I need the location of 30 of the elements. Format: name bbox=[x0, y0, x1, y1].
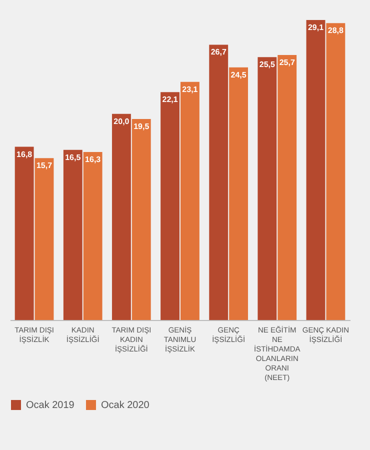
data-label: 24,5 bbox=[230, 70, 247, 80]
bar bbox=[326, 23, 346, 320]
bar bbox=[132, 118, 151, 320]
bar bbox=[306, 20, 326, 320]
data-label: 25,5 bbox=[259, 60, 276, 70]
data-label: 26,7 bbox=[210, 48, 227, 57]
bar bbox=[278, 55, 297, 320]
bar bbox=[83, 152, 102, 320]
data-label: 28,8 bbox=[328, 26, 344, 36]
bar bbox=[63, 150, 82, 320]
bar bbox=[14, 146, 34, 320]
legend-label: Ocak 2020 bbox=[101, 400, 150, 411]
bar bbox=[34, 158, 54, 320]
data-label: 23,1 bbox=[182, 84, 198, 94]
data-label: 15,7 bbox=[36, 161, 53, 170]
bar bbox=[160, 92, 180, 320]
legend-label: Ocak 2019 bbox=[26, 400, 75, 411]
data-label: 16,8 bbox=[16, 150, 33, 159]
bar bbox=[258, 57, 277, 320]
data-label: 25,7 bbox=[279, 58, 296, 68]
bar bbox=[209, 44, 228, 320]
bar bbox=[112, 114, 131, 320]
bar bbox=[229, 67, 248, 320]
data-label: 16,5 bbox=[65, 152, 82, 162]
data-label: 16,3 bbox=[85, 154, 102, 164]
data-label: 19,5 bbox=[134, 122, 150, 131]
data-label: 29,1 bbox=[308, 23, 324, 32]
data-label: 20,0 bbox=[114, 116, 130, 126]
bar bbox=[180, 82, 200, 320]
data-label: 22,1 bbox=[162, 95, 178, 104]
